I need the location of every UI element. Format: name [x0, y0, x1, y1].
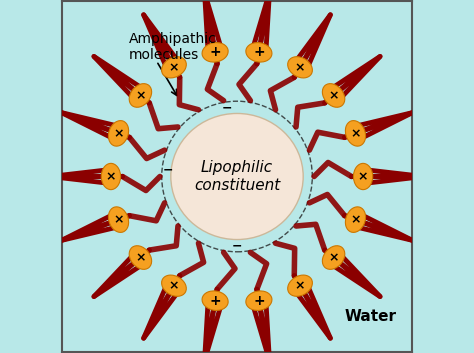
- Text: ×: ×: [169, 61, 179, 74]
- Text: +: +: [253, 294, 264, 308]
- Text: −: −: [221, 102, 232, 114]
- Text: +: +: [210, 45, 221, 59]
- Ellipse shape: [354, 163, 373, 190]
- Text: ×: ×: [350, 213, 361, 226]
- Ellipse shape: [171, 113, 303, 240]
- Text: Amphipathic
molecules: Amphipathic molecules: [128, 32, 216, 62]
- Text: ×: ×: [169, 279, 179, 292]
- Text: −: −: [232, 239, 242, 252]
- Ellipse shape: [346, 121, 365, 146]
- Ellipse shape: [129, 84, 152, 107]
- Ellipse shape: [246, 291, 272, 310]
- Ellipse shape: [109, 207, 128, 232]
- Ellipse shape: [109, 121, 128, 146]
- Ellipse shape: [288, 275, 312, 296]
- Ellipse shape: [288, 57, 312, 78]
- Ellipse shape: [322, 84, 345, 107]
- Ellipse shape: [202, 43, 228, 62]
- Text: ×: ×: [295, 61, 305, 74]
- Ellipse shape: [101, 163, 120, 190]
- Text: ×: ×: [295, 279, 305, 292]
- Text: ×: ×: [135, 89, 146, 102]
- Text: +: +: [210, 294, 221, 308]
- Ellipse shape: [129, 246, 152, 269]
- Ellipse shape: [246, 43, 272, 62]
- Text: +: +: [253, 45, 264, 59]
- Text: Lipophilic
constituent: Lipophilic constituent: [194, 160, 280, 193]
- Text: ×: ×: [113, 127, 124, 140]
- Text: ×: ×: [135, 251, 146, 264]
- Text: ×: ×: [113, 213, 124, 226]
- Text: Water: Water: [344, 309, 396, 324]
- Text: ×: ×: [328, 89, 339, 102]
- Text: ×: ×: [328, 251, 339, 264]
- Text: −: −: [163, 163, 173, 176]
- Ellipse shape: [346, 207, 365, 232]
- Ellipse shape: [322, 246, 345, 269]
- Text: ×: ×: [106, 170, 116, 183]
- Ellipse shape: [202, 291, 228, 310]
- Ellipse shape: [162, 57, 186, 78]
- Text: ×: ×: [358, 170, 368, 183]
- Ellipse shape: [162, 275, 186, 296]
- Text: ×: ×: [350, 127, 361, 140]
